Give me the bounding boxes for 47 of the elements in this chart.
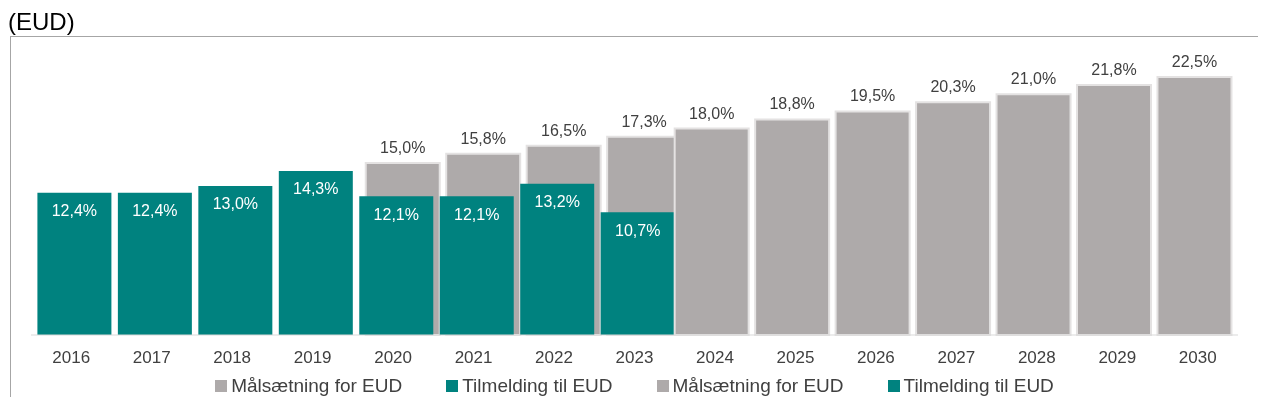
text: Målsætning for EUD — [231, 375, 403, 397]
data-label: 12,4% — [51, 202, 98, 220]
legend-label: Tilmelding til EUD — [903, 375, 1054, 397]
data-label: 10,7% — [614, 221, 661, 239]
legend-label: Tilmelding til EUD — [462, 375, 613, 397]
data-label: 15,8% — [460, 129, 506, 147]
data-label: 12,1% — [454, 205, 500, 223]
data-label: 22,5% — [1171, 53, 1218, 70]
bar — [37, 192, 112, 335]
x-tick-label: 2030 — [1178, 348, 1217, 368]
bar — [439, 196, 514, 335]
x-tick-label: 2024 — [696, 348, 734, 368]
data-label: 13,0% — [212, 195, 259, 213]
x-tick-label: 2025 — [776, 348, 815, 368]
x-tick-label: 2026 — [856, 348, 895, 368]
x-tick-label: 2029 — [1098, 348, 1137, 368]
x-tick-label: 2022 — [535, 348, 573, 368]
x-tick-label: 2017 — [132, 348, 171, 368]
data-label: 12,1% — [373, 205, 419, 223]
x-tick-label: 2020 — [374, 348, 413, 368]
bar — [359, 196, 434, 335]
data-label: 16,5% — [540, 121, 587, 139]
bar — [600, 212, 675, 335]
bar — [520, 183, 595, 335]
data-label: 14,3% — [293, 180, 339, 198]
data-label: 19,5% — [849, 87, 896, 105]
x-tick-label: 2028 — [1017, 348, 1056, 368]
data-label: 18,8% — [769, 95, 815, 113]
chart-title: (EUD) — [8, 8, 76, 36]
data-label: 15,0% — [380, 139, 426, 156]
data-label: 20,3% — [930, 78, 976, 96]
data-label: 18,0% — [688, 104, 735, 122]
bar — [117, 192, 192, 335]
x-tick-label: 2023 — [615, 348, 654, 368]
data-label: 17,3% — [621, 112, 667, 130]
data-label: 13,2% — [534, 193, 580, 210]
data-label: 12,4% — [132, 202, 178, 220]
bar — [198, 185, 273, 335]
x-tick-label: 2016 — [52, 348, 91, 368]
x-tick-label: 2027 — [937, 348, 976, 368]
x-tick-label: 2019 — [293, 348, 332, 368]
data-label: 21,0% — [1010, 70, 1057, 88]
bar — [278, 171, 353, 335]
text: Målsætning for EUD — [672, 375, 844, 397]
data-label: 21,8% — [1091, 61, 1137, 79]
x-tick-label: 2021 — [454, 348, 493, 368]
x-tick-label: 2018 — [213, 348, 252, 368]
